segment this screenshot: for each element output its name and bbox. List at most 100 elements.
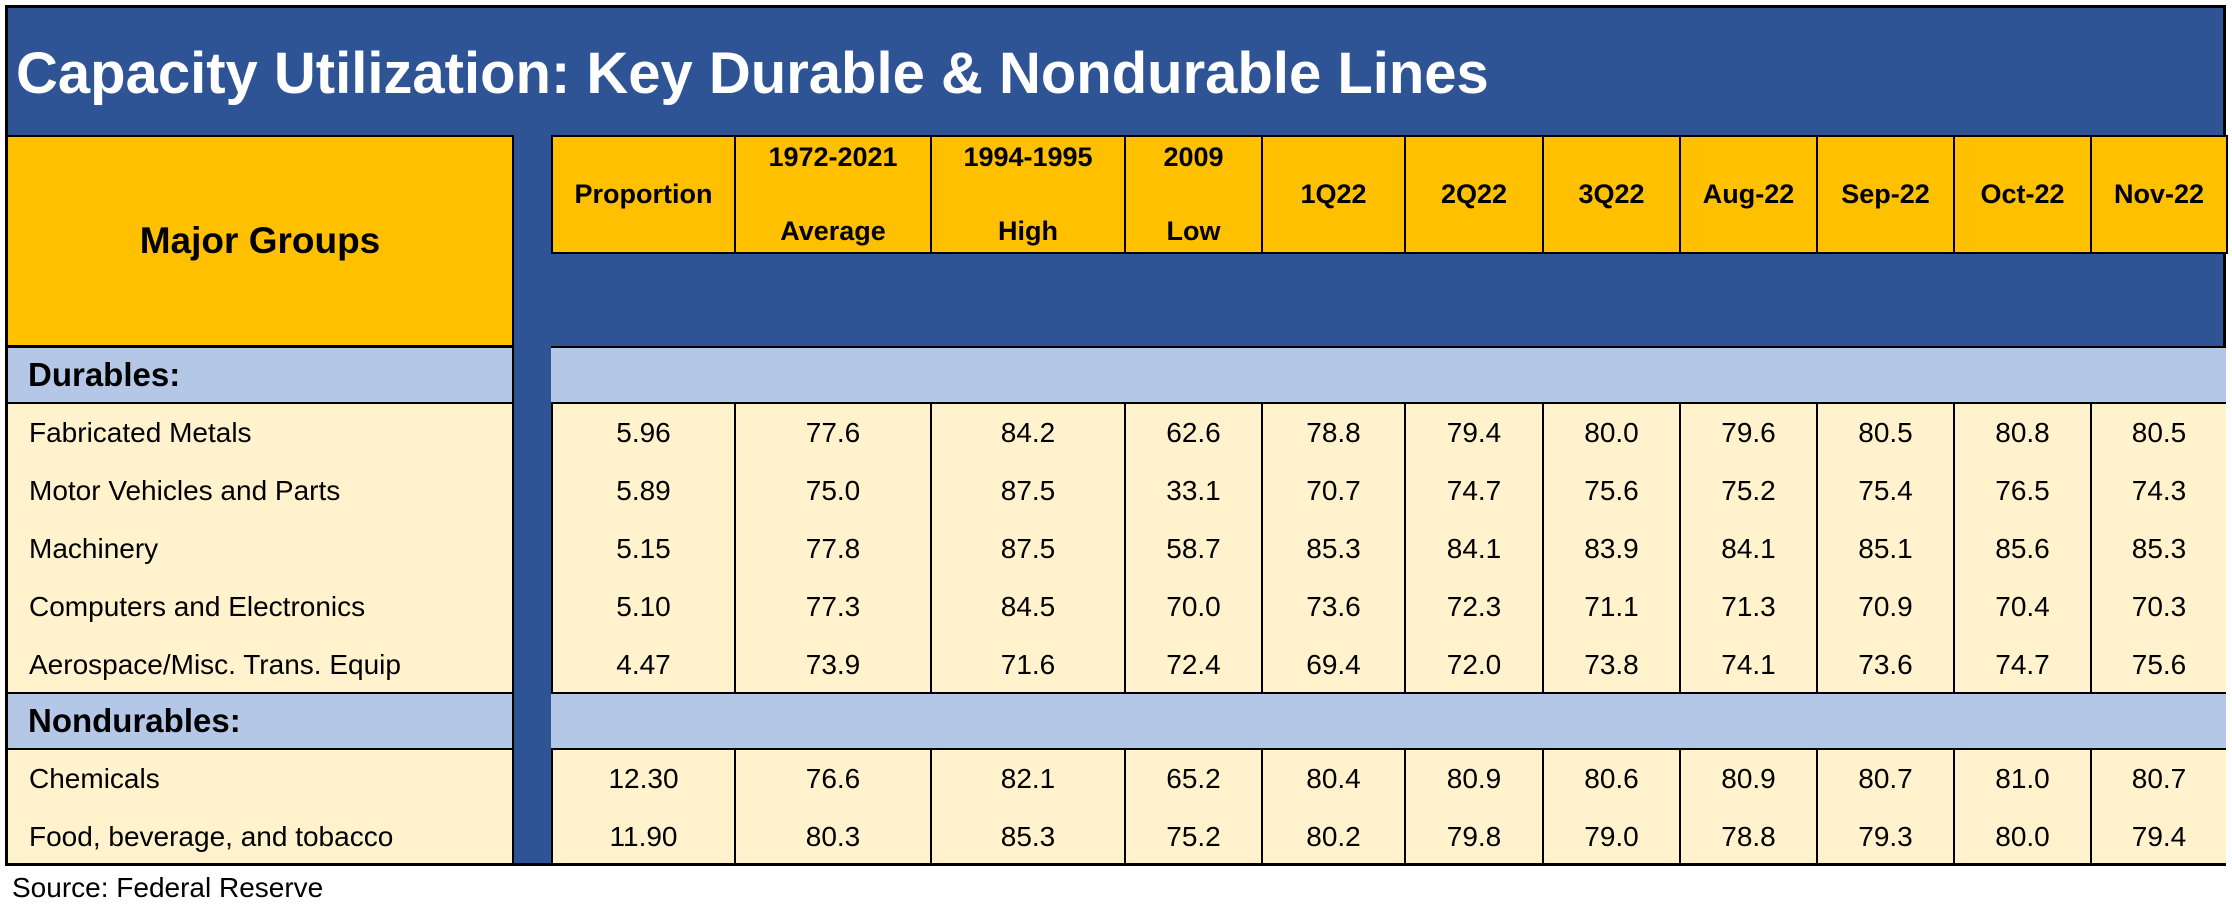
table-cell: 11.90 xyxy=(551,808,734,866)
section-label: Durables: xyxy=(8,346,514,404)
column-header-line1: Sep-22 xyxy=(1841,179,1930,209)
column-header-line2: Average xyxy=(780,216,886,246)
column-header-9: Sep-22 xyxy=(1816,135,1955,254)
column-header-4: 2009 Low xyxy=(1124,135,1263,254)
table-cell: 73.6 xyxy=(1816,636,1953,694)
row-label: Aerospace/Misc. Trans. Equip xyxy=(8,636,514,694)
row-label: Food, beverage, and tobacco xyxy=(8,808,514,866)
column-header-line1: 1972-2021 xyxy=(768,142,898,172)
table-cell: 12.30 xyxy=(551,750,734,808)
section-label: Nondurables: xyxy=(8,692,514,750)
table-cell: 84.1 xyxy=(1679,520,1816,578)
table-cell: 62.6 xyxy=(1124,404,1261,462)
column-header-line1: 1Q22 xyxy=(1300,179,1367,209)
table-cell: 33.1 xyxy=(1124,462,1261,520)
table-cell: 75.2 xyxy=(1124,808,1261,866)
section-band xyxy=(551,692,2226,750)
table-cell: 74.7 xyxy=(1404,462,1542,520)
column-header-line1: 2009 xyxy=(1163,142,1224,172)
table-cell: 79.4 xyxy=(2090,808,2226,866)
table-cell: 84.1 xyxy=(1404,520,1542,578)
table-cell: 79.4 xyxy=(1404,404,1542,462)
table-cell: 80.6 xyxy=(1542,750,1679,808)
major-groups-header: Major Groups xyxy=(8,135,514,347)
row-label: Computers and Electronics xyxy=(8,578,514,636)
column-header-6: 2Q22 xyxy=(1404,135,1544,254)
table-cell: 83.9 xyxy=(1542,520,1679,578)
column-header-line1: Aug-22 xyxy=(1702,179,1795,209)
table-cell: 76.6 xyxy=(734,750,930,808)
column-header-7: 3Q22 xyxy=(1542,135,1681,254)
table-cell: 73.9 xyxy=(734,636,930,694)
table-cell: 71.1 xyxy=(1542,578,1679,636)
table-cell: 71.6 xyxy=(930,636,1124,694)
table-cell: 84.5 xyxy=(930,578,1124,636)
table-cell: 73.6 xyxy=(1261,578,1404,636)
table-cell: 74.3 xyxy=(2090,462,2226,520)
table-cell: 74.7 xyxy=(1953,636,2090,694)
table-cell: 85.6 xyxy=(1953,520,2090,578)
table-cell: 85.1 xyxy=(1816,520,1953,578)
column-header-line1: Nov-22 xyxy=(2113,179,2205,209)
column-header-line1: 1994-1995 xyxy=(963,142,1093,172)
table-cell: 76.5 xyxy=(1953,462,2090,520)
table-cell: 87.5 xyxy=(930,520,1124,578)
table-cell: 77.3 xyxy=(734,578,930,636)
bottom-rule xyxy=(5,863,2226,866)
table-cell: 80.8 xyxy=(1953,404,2090,462)
table-cell: 70.7 xyxy=(1261,462,1404,520)
table-cell: 80.5 xyxy=(1816,404,1953,462)
column-header-5: 1Q22 xyxy=(1261,135,1406,254)
table-cell: 73.8 xyxy=(1542,636,1679,694)
column-header-10: Oct-22 xyxy=(1953,135,2092,254)
column-header-11: Nov-22 xyxy=(2090,135,2228,254)
table-cell: 69.4 xyxy=(1261,636,1404,694)
table-cell: 80.2 xyxy=(1261,808,1404,866)
row-label: Fabricated Metals xyxy=(8,404,514,462)
table-cell: 85.3 xyxy=(2090,520,2226,578)
table-cell: 70.4 xyxy=(1953,578,2090,636)
table-cell: 85.3 xyxy=(1261,520,1404,578)
row-label: Chemicals xyxy=(8,750,514,808)
column-header-line1: Oct-22 xyxy=(1980,179,2065,209)
column-header-1: Proportion xyxy=(551,135,736,254)
table-cell: 72.4 xyxy=(1124,636,1261,694)
column-header-2: 1972-2021 Average xyxy=(734,135,932,254)
table-cell: 79.6 xyxy=(1679,404,1816,462)
column-header-line2: Low xyxy=(1166,216,1221,246)
source-note: Source: Federal Reserve xyxy=(12,872,324,903)
table-cell: 80.3 xyxy=(734,808,930,866)
table-cell: 75.4 xyxy=(1816,462,1953,520)
table-cell: 5.10 xyxy=(551,578,734,636)
table-cell: 72.0 xyxy=(1404,636,1542,694)
table-cell: 80.5 xyxy=(2090,404,2226,462)
column-header-line1: Proportion xyxy=(574,179,713,209)
row-label: Motor Vehicles and Parts xyxy=(8,462,514,520)
table-cell: 79.8 xyxy=(1404,808,1542,866)
column-header-3: 1994-1995 High xyxy=(930,135,1126,254)
table-cell: 75.6 xyxy=(2090,636,2226,694)
table-cell: 79.3 xyxy=(1816,808,1953,866)
table-cell: 80.7 xyxy=(1816,750,1953,808)
table-cell: 71.3 xyxy=(1679,578,1816,636)
table-cell: 75.0 xyxy=(734,462,930,520)
table-cell: 4.47 xyxy=(551,636,734,694)
table-cell: 80.4 xyxy=(1261,750,1404,808)
table-cell: 82.1 xyxy=(930,750,1124,808)
table-cell: 58.7 xyxy=(1124,520,1261,578)
table-cell: 81.0 xyxy=(1953,750,2090,808)
table-cell: 74.1 xyxy=(1679,636,1816,694)
table-cell: 70.3 xyxy=(2090,578,2226,636)
table-cell: 75.2 xyxy=(1679,462,1816,520)
table-cell: 80.0 xyxy=(1953,808,2090,866)
section-band xyxy=(551,346,2226,404)
table-cell: 72.3 xyxy=(1404,578,1542,636)
table-cell: 80.9 xyxy=(1404,750,1542,808)
column-header-8: Aug-22 xyxy=(1679,135,1818,254)
table-cell: 75.6 xyxy=(1542,462,1679,520)
table-cell: 84.2 xyxy=(930,404,1124,462)
table-cell: 70.9 xyxy=(1816,578,1953,636)
table-cell: 78.8 xyxy=(1261,404,1404,462)
table-cell: 5.89 xyxy=(551,462,734,520)
row-label: Machinery xyxy=(8,520,514,578)
